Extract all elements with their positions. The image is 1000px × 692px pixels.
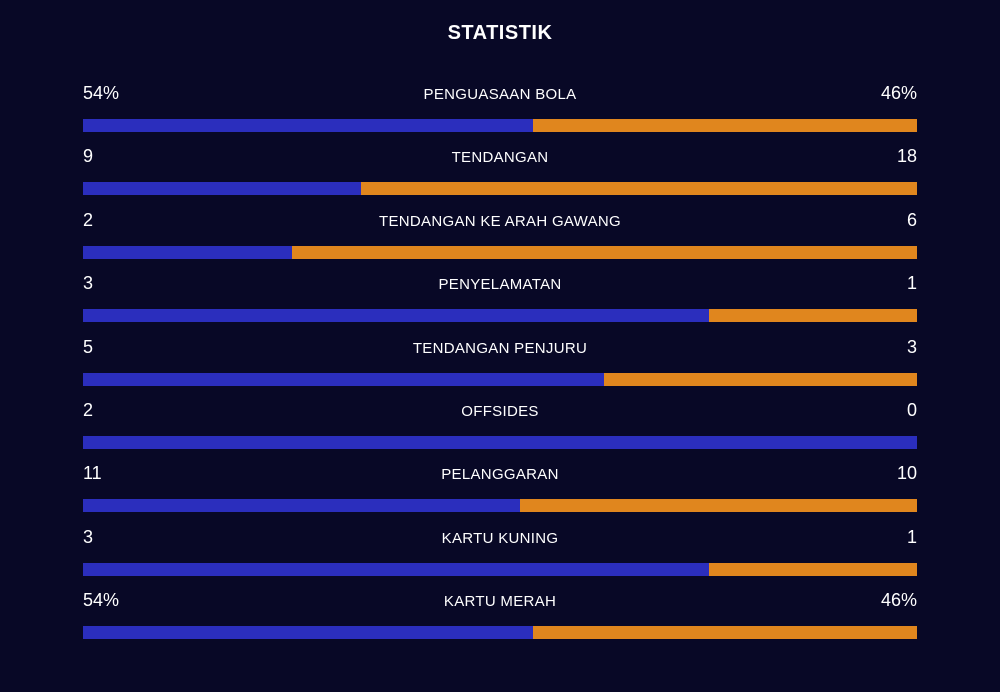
away-value: 0: [906, 399, 917, 420]
stat-row-tendangan: 9 TENDANGAN 18: [83, 143, 917, 206]
stat-row-offsides: 2 OFFSIDES 0: [83, 397, 917, 460]
away-value: 3: [906, 336, 917, 357]
stat-label: OFFSIDES: [461, 402, 539, 420]
away-value: 6: [906, 209, 917, 230]
home-bar-segment: [83, 435, 917, 449]
home-value: 5: [83, 336, 94, 357]
stats-list: 54% PENGUASAAN BOLA 46% 9 TENDANGAN 18 2…: [83, 80, 917, 651]
home-value: 2: [83, 399, 94, 420]
stat-label: PENGUASAAN BOLA: [423, 86, 577, 103]
comparison-bar: [83, 372, 917, 386]
home-bar-segment: [83, 245, 292, 259]
home-bar-segment: [83, 119, 534, 132]
home-bar-segment: [83, 309, 709, 323]
home-bar-segment: [83, 562, 709, 576]
home-value: 2: [83, 209, 94, 230]
away-bar-segment: [604, 372, 917, 386]
away-bar-segment: [533, 119, 917, 132]
stat-row-kartu-merah: 54% KARTU MERAH 46%: [83, 587, 917, 650]
stat-row-penguasaan-bola: 54% PENGUASAAN BOLA 46%: [83, 80, 917, 143]
stat-label: KARTU MERAH: [443, 593, 557, 611]
away-value: 1: [906, 526, 917, 547]
stat-label: PENYELAMATAN: [438, 276, 562, 294]
stat-label: KARTU KUNING: [441, 529, 559, 547]
away-bar-segment: [520, 499, 917, 513]
home-bar-segment: [83, 499, 521, 513]
home-value: 9: [83, 146, 94, 167]
home-bar-segment: [83, 372, 605, 386]
home-bar-segment: [83, 182, 361, 196]
away-value: 10: [896, 463, 917, 484]
away-value: 46%: [880, 83, 917, 103]
stat-row-kartu-kuning: 3 KARTU KUNING 1: [83, 524, 917, 587]
home-value: 3: [83, 273, 94, 294]
away-bar-segment: [291, 245, 917, 259]
comparison-bar: [83, 435, 917, 449]
stat-row-pelanggaran: 11 PELANGGARAN 10: [83, 460, 917, 523]
home-bar-segment: [83, 626, 534, 640]
comparison-bar: [83, 309, 917, 323]
away-value: 46%: [880, 590, 917, 611]
page-title: STATISTIK: [447, 22, 553, 44]
stat-label: TENDANGAN KE ARAH GAWANG: [379, 212, 621, 230]
away-bar-segment: [533, 626, 917, 640]
home-value: 3: [83, 526, 94, 547]
stat-label: TENDANGAN: [451, 149, 549, 167]
comparison-bar: [83, 626, 917, 640]
away-value: 18: [896, 146, 917, 167]
away-value: 1: [906, 273, 917, 294]
home-value: 54%: [83, 590, 120, 611]
stat-label: PELANGGARAN: [441, 466, 559, 484]
comparison-bar: [83, 182, 917, 196]
away-bar-segment: [708, 562, 917, 576]
comparison-bar: [83, 562, 917, 576]
stat-label: TENDANGAN PENJURU: [412, 339, 588, 357]
stat-row-tendangan-ke-arah-gawang: 2 TENDANGAN KE ARAH GAWANG 6: [83, 207, 917, 270]
comparison-bar: [83, 499, 917, 513]
comparison-bar: [83, 119, 917, 132]
home-value: 11: [83, 463, 102, 484]
away-bar-segment: [360, 182, 917, 196]
comparison-bar: [83, 245, 917, 259]
stat-row-penyelamatan: 3 PENYELAMATAN 1: [83, 270, 917, 333]
stat-row-tendangan-penjuru: 5 TENDANGAN PENJURU 3: [83, 334, 917, 397]
away-bar-segment: [708, 309, 917, 323]
home-value: 54%: [83, 83, 120, 103]
